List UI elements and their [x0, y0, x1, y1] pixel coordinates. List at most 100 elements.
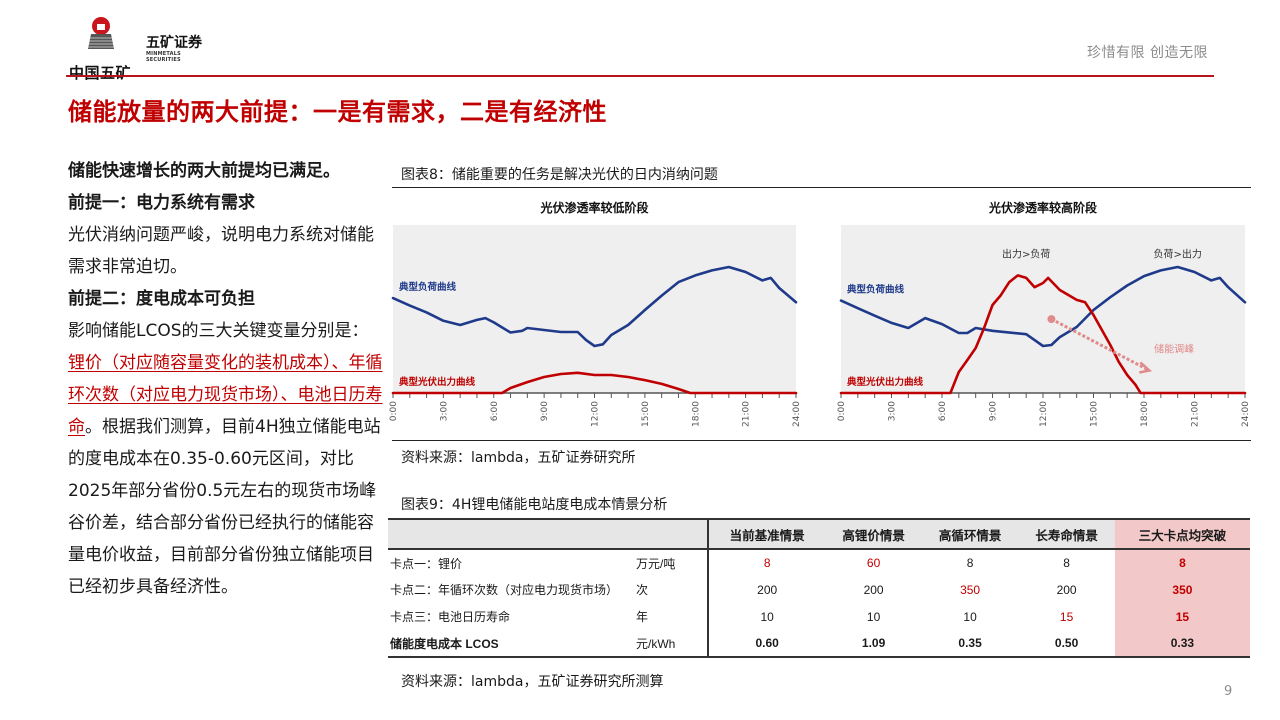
- premise2-body: 影响储能LCOS的三大关键变量分别是： 锂价（对应随容量变化的装机成本）、年循环次…: [68, 315, 384, 603]
- x-tick-label: 12:00: [1039, 401, 1049, 427]
- figure8-top-rule: [392, 187, 1251, 188]
- cell: 15: [1059, 609, 1074, 624]
- figure8-bottom-rule: [392, 440, 1251, 441]
- table-header-row: 当前基准情景 高锂价情景 高循环情景 长寿命情景 三大卡点均突破: [388, 518, 1250, 550]
- chart-low-penetration: 0:00 3:00 6:00 9:00 12:00 15:00 18:00 21:00 24:0…: [389, 225, 802, 427]
- row-label: 卡点一：锂价: [390, 556, 463, 571]
- premise2-title: 前提二：度电成本可负担: [68, 289, 255, 309]
- figure8-caption: 图表8：储能重要的任务是解决光伏的日内消纳问题: [401, 167, 718, 183]
- left-summary: 储能快速增长的两大前提均已满足。 前提一：电力系统有需求 光伏消纳问题严峻，说明…: [68, 155, 384, 603]
- header-col: 高循环情景: [921, 518, 1019, 550]
- x-tick-label: 15:00: [1090, 401, 1100, 427]
- cell: 10: [760, 609, 774, 624]
- cell: 350: [960, 582, 981, 597]
- x-tick-label: 12:00: [591, 401, 601, 427]
- annotation-storage-peak: 储能调峰: [1154, 343, 1194, 356]
- load-line: [839, 265, 1247, 348]
- table-row: 卡点二：年循环次数（对应电力现货市场） 次 200 200 350 200 35…: [388, 576, 1250, 603]
- premise2-highlight: 锂价（对应随容量变化的装机成本）、年循环次数（对应电力现货市场）、电池日历寿命: [68, 353, 383, 437]
- cell: 10: [866, 609, 881, 624]
- chart-left-title: 光伏渗透率较低阶段: [540, 201, 649, 215]
- cell-highlight: 0.33: [1114, 630, 1250, 658]
- row-unit: 元/kWh: [636, 630, 709, 658]
- slogan: 珍惜有限 创造无限: [1087, 45, 1208, 61]
- x-tick-label: 24:00: [792, 401, 802, 427]
- x-tick-label: 24:00: [1241, 401, 1251, 427]
- cell: 8: [1063, 556, 1070, 570]
- premise1-body: 光伏消纳问题严峻，说明电力系统对储能需求非常迫切。: [68, 225, 374, 277]
- x-tick-label: 18:00: [1140, 401, 1150, 427]
- cell: 60: [866, 556, 881, 570]
- chart-high-penetration: 0:00 3:00 6:00 9:00 12:00 15:00 18:00 21:00 24:0…: [837, 225, 1251, 427]
- pv-curve-label: 典型光伏出力曲线: [399, 376, 476, 388]
- x-tick-label: 6:00: [490, 401, 500, 421]
- x-tick-label: 0:00: [389, 401, 399, 421]
- chart-right-title: 光伏渗透率较高阶段: [988, 201, 1097, 215]
- x-tick-label: 21:00: [742, 401, 752, 427]
- arrow-head-icon: [1139, 361, 1153, 374]
- pv-output-line: [839, 274, 1247, 395]
- cell: 0.50: [1018, 630, 1115, 658]
- header-col-highlight: 三大卡点均突破: [1114, 518, 1250, 550]
- x-tick-label: 18:00: [691, 401, 701, 427]
- cell-highlight: 8: [1114, 549, 1250, 576]
- headline: 储能快速增长的两大前提均已满足。: [68, 161, 340, 181]
- header-divider: [66, 75, 1214, 77]
- cell: 1.09: [825, 630, 922, 658]
- load-curve-label: 典型负荷曲线: [847, 284, 905, 296]
- cell: 0.60: [708, 630, 826, 658]
- brand-name: 五矿证券: [146, 35, 202, 51]
- company-logo: 中国五矿 五矿证券 MINMETALS SECURITIES: [66, 14, 216, 82]
- cell: 8: [966, 556, 974, 570]
- row-unit: 年: [636, 603, 709, 630]
- pv-curve-label: 典型光伏出力曲线: [847, 376, 924, 388]
- figure8-source: 资料来源：lambda，五矿证券研究所: [401, 450, 636, 466]
- cell-highlight: 350: [1114, 576, 1250, 603]
- table-row: 卡点一：锂价 万元/吨 8 60 8 8 8: [388, 549, 1250, 576]
- x-tick-label: 15:00: [641, 401, 651, 427]
- x-tick-label: 6:00: [938, 401, 948, 421]
- x-tick-label: 3:00: [888, 401, 898, 421]
- x-tick-label: 0:00: [837, 401, 847, 421]
- row-label: 卡点二：年循环次数（对应电力现货市场）: [390, 583, 619, 597]
- row-unit: 万元/吨: [636, 549, 709, 576]
- load-line: [391, 265, 798, 348]
- brand-name-en: MINMETALS SECURITIES: [146, 51, 181, 63]
- page-title: 储能放量的两大前提：一是有需求，二是有经济性: [68, 98, 607, 126]
- x-tick-label: 3:00: [439, 401, 449, 421]
- table-row-total: 储能度电成本 LCOS 元/kWh 0.60 1.09 0.35 0.50 0.…: [388, 630, 1250, 658]
- lcos-scenario-table: 当前基准情景 高锂价情景 高循环情景 长寿命情景 三大卡点均突破 卡点一：锂价 …: [388, 518, 1250, 658]
- cell: 200: [757, 582, 778, 597]
- emblem-icon: [88, 17, 114, 49]
- cell-highlight: 15: [1114, 603, 1250, 630]
- header-col: 长寿命情景: [1018, 518, 1115, 550]
- premise2-intro: 影响储能LCOS的三大关键变量分别是：: [68, 321, 369, 341]
- page-number: 9: [1224, 684, 1233, 699]
- load-curve-label: 典型负荷曲线: [399, 281, 457, 293]
- plot-area: [393, 225, 796, 393]
- figure9-caption: 图表9：4H锂电储能电站度电成本情景分析: [401, 497, 668, 513]
- logo-text-cn: 中国五矿: [69, 64, 132, 82]
- cell: 0.35: [921, 630, 1019, 658]
- cell: 200: [1056, 582, 1077, 597]
- header-blank: [388, 518, 709, 550]
- cell: 8: [763, 556, 771, 570]
- x-tick-label: 9:00: [989, 401, 999, 421]
- plot-area: [841, 225, 1245, 393]
- x-tick-label: 9:00: [540, 401, 550, 421]
- row-label: 卡点三：电池日历寿命: [390, 610, 511, 624]
- annotation-label: 负荷>出力: [1153, 248, 1201, 261]
- annotation-label: 出力>负荷: [1002, 248, 1050, 261]
- pv-output-line: [391, 371, 798, 395]
- peak-shift-arrow: [1050, 317, 1149, 371]
- row-label: 储能度电成本 LCOS: [388, 630, 636, 658]
- header-col: 高锂价情景: [825, 518, 922, 550]
- table-row: 卡点三：电池日历寿命 年 10 10 10 15 15: [388, 603, 1250, 630]
- premise2-rest: 。根据我们测算，目前4H独立储能电站的度电成本在0.35-0.60元区间，对比2…: [68, 417, 381, 597]
- premise1-title: 前提一：电力系统有需求: [68, 193, 255, 213]
- header-col: 当前基准情景: [708, 518, 826, 550]
- figure9-source: 资料来源：lambda，五矿证券研究所测算: [401, 674, 664, 690]
- x-tick-label: 21:00: [1191, 401, 1201, 427]
- cell: 200: [863, 582, 884, 597]
- row-unit: 次: [636, 576, 709, 603]
